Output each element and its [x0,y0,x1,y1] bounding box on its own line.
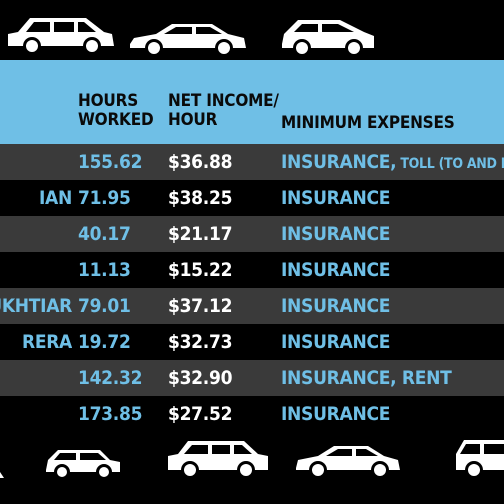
hours-worked-value: 79.01 [78,295,131,317]
hatchback-icon [280,16,376,58]
suv-icon [166,438,270,480]
hours-worked-value: 11.13 [78,259,131,281]
net-income-value: $37.12 [168,295,233,317]
table-row: RERA 19.72 $32.73 INSURANCE [0,324,504,360]
driver-name: RERA [21,331,72,353]
driver-name [0,252,72,288]
table-row: IAN 71.95 $38.25 INSURANCE [0,180,504,216]
net-income-value: $32.90 [168,367,233,389]
hours-worked-value: 71.95 [78,187,131,209]
header-minimum-expenses: MINIMUM EXPENSES [281,113,455,133]
table-row: 11.13 $15.22 INSURANCE [0,252,504,288]
table-row: 40.17 $21.17 INSURANCE [0,216,504,252]
table-row: 142.32 $32.90 INSURANCE, RENT [0,360,504,396]
sedan-icon [128,20,248,58]
hatchback-icon [0,448,6,488]
expenses-value: INSURANCE, RENT [281,367,452,389]
net-income-value: $36.88 [168,151,233,173]
hours-worked-value: 155.62 [78,151,143,173]
table-header: HOURS WORKED NET INCOME/ HOUR MINIMUM EX… [0,60,504,144]
net-income-value: $15.22 [168,259,233,281]
driver-name [0,396,72,432]
header-hours-worked: HOURS WORKED [78,91,154,130]
driver-name [0,144,72,180]
expenses-value: INSURANCE, TOLL (TO AND FROM [281,151,504,173]
hours-worked-value: 142.32 [78,367,143,389]
mini-icon [44,446,122,482]
net-income-value: $32.73 [168,331,233,353]
bottom-car-strip [0,436,504,504]
driver-name: UKHTIAR [0,295,72,317]
expenses-value: INSURANCE [281,331,391,353]
table-row: 155.62 $36.88 INSURANCE, TOLL (TO AND FR… [0,144,504,180]
wagon-icon [454,436,504,480]
driver-name: IAN [39,187,72,209]
expenses-value: INSURANCE [281,403,391,425]
expenses-value: INSURANCE [281,295,391,317]
expenses-value: INSURANCE [281,259,391,281]
suv-icon [4,14,116,58]
driver-name [0,216,72,252]
table-row: 173.85 $27.52 INSURANCE [0,396,504,432]
expenses-value: INSURANCE [281,223,391,245]
sedan-icon [294,442,402,480]
hours-worked-value: 19.72 [78,331,131,353]
net-income-value: $21.17 [168,223,233,245]
hours-worked-value: 173.85 [78,403,143,425]
header-net-income-hour: NET INCOME/ HOUR [168,91,279,130]
net-income-value: $27.52 [168,403,233,425]
net-income-value: $38.25 [168,187,233,209]
expenses-value: INSURANCE [281,187,391,209]
top-car-strip [0,0,504,60]
driver-name [0,360,72,396]
table-row: UKHTIAR 79.01 $37.12 INSURANCE [0,288,504,324]
hours-worked-value: 40.17 [78,223,131,245]
